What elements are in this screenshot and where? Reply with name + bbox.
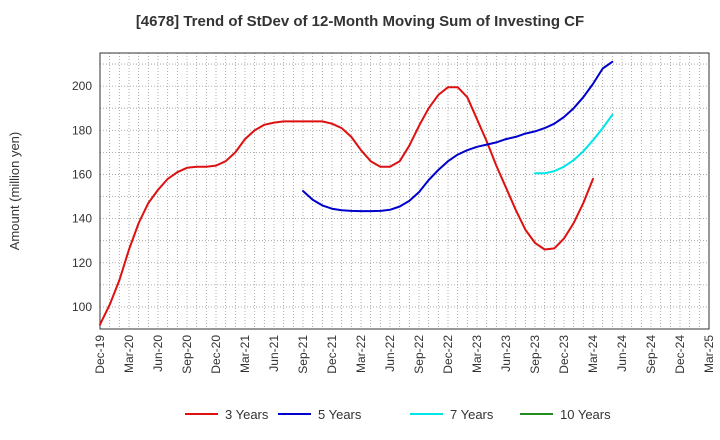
y-tick-label: 100 (72, 300, 92, 314)
y-axis-label: Amount (million yen) (7, 132, 22, 251)
series-line-3-years (99, 86, 594, 326)
legend: 3 Years 5 Years 7 Years 10 Years (185, 407, 611, 422)
legend-label: 7 Years (450, 407, 494, 422)
chart-title: [4678] Trend of StDev of 12-Month Moving… (135, 13, 585, 30)
x-tick-label: Jun-23 (499, 335, 513, 372)
x-tick-label: Mar-23 (470, 335, 484, 373)
x-tick-label: Dec-20 (209, 335, 223, 374)
x-tick-label: Dec-19 (93, 335, 107, 374)
series-lines (99, 60, 614, 326)
x-tick-label: Jun-20 (151, 335, 165, 372)
legend-label: 5 Years (318, 407, 362, 422)
x-tick-label: Dec-23 (557, 335, 571, 374)
y-tick-label: 200 (72, 79, 92, 93)
series-line-5-years (302, 60, 614, 213)
legend-item: 5 Years (278, 407, 362, 422)
series-line-7-years (534, 113, 614, 175)
x-tick-label: Sep-20 (180, 335, 194, 374)
x-tick-label: Mar-21 (238, 335, 252, 373)
x-tick-label: Jun-22 (383, 335, 397, 372)
x-tick-label: Sep-21 (296, 335, 310, 374)
x-tick-label: Dec-21 (325, 335, 339, 374)
legend-item: 3 Years (185, 407, 269, 422)
y-tick-label: 180 (72, 123, 92, 137)
x-tick-label: Mar-24 (586, 335, 600, 373)
x-tick-label: Sep-22 (412, 335, 426, 374)
y-tick-label: 120 (72, 256, 92, 270)
y-axis-ticks: 100 120 140 160 180 200 (72, 79, 92, 314)
y-tick-label: 140 (72, 212, 92, 226)
x-tick-label: Dec-22 (441, 335, 455, 374)
x-tick-label: Jun-24 (615, 335, 629, 372)
x-tick-label: Sep-24 (644, 335, 658, 374)
y-tick-label: 160 (72, 167, 92, 181)
legend-item: 10 Years (520, 407, 611, 422)
plot-frame (99, 52, 710, 330)
x-tick-label: Mar-22 (354, 335, 368, 373)
x-tick-label: Dec-24 (673, 335, 687, 374)
x-tick-label: Mar-20 (122, 335, 136, 373)
x-tick-label: Jun-21 (267, 335, 281, 372)
legend-label: 3 Years (225, 407, 269, 422)
x-axis-ticks: Dec-19 Mar-20 Jun-20 Sep-20 Dec-20 Mar-21 Jun-… (93, 335, 716, 374)
x-tick-label: Sep-23 (528, 335, 542, 374)
grid-lines (99, 53, 710, 329)
x-tick-label: Mar-25 (702, 335, 716, 373)
legend-label: 10 Years (560, 407, 611, 422)
legend-item: 7 Years (410, 407, 494, 422)
